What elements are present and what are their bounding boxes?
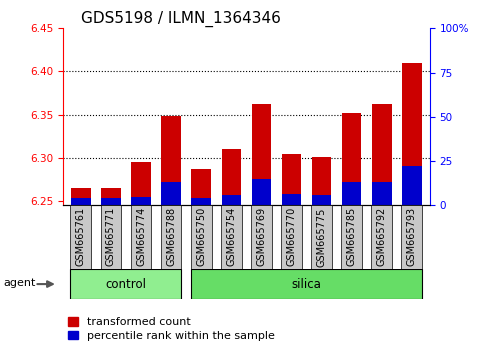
Bar xyxy=(341,205,362,269)
Bar xyxy=(100,205,121,269)
Bar xyxy=(282,194,301,205)
Bar xyxy=(312,157,331,205)
Text: silica: silica xyxy=(292,278,322,291)
Text: GSM665785: GSM665785 xyxy=(347,207,356,267)
Bar xyxy=(71,198,91,205)
Bar xyxy=(191,198,211,205)
Text: GSM665769: GSM665769 xyxy=(256,207,266,266)
Bar xyxy=(222,149,241,205)
Text: GSM665750: GSM665750 xyxy=(196,207,206,267)
Text: control: control xyxy=(105,278,146,291)
Bar xyxy=(372,104,392,205)
Text: GSM665793: GSM665793 xyxy=(407,207,417,266)
Bar xyxy=(161,116,181,205)
Bar xyxy=(71,269,182,299)
Bar xyxy=(282,154,301,205)
Bar xyxy=(402,166,422,205)
Text: agent: agent xyxy=(3,278,36,287)
Bar xyxy=(131,197,151,205)
Bar xyxy=(312,195,331,205)
Bar xyxy=(130,205,151,269)
Bar xyxy=(402,63,422,205)
Text: GSM665761: GSM665761 xyxy=(76,207,86,266)
Text: GSM665775: GSM665775 xyxy=(316,207,327,267)
Text: GSM665792: GSM665792 xyxy=(377,207,387,267)
Bar xyxy=(101,198,121,205)
Bar xyxy=(251,205,272,269)
Text: GSM665771: GSM665771 xyxy=(106,207,116,267)
Bar xyxy=(71,205,91,269)
Bar xyxy=(311,205,332,269)
Text: GDS5198 / ILMN_1364346: GDS5198 / ILMN_1364346 xyxy=(81,11,281,27)
Text: GSM665774: GSM665774 xyxy=(136,207,146,267)
Bar xyxy=(221,205,242,269)
Bar xyxy=(401,205,422,269)
Bar xyxy=(131,162,151,205)
Bar xyxy=(191,269,422,299)
Bar xyxy=(252,104,271,205)
Bar xyxy=(252,179,271,205)
Legend: transformed count, percentile rank within the sample: transformed count, percentile rank withi… xyxy=(69,317,275,341)
Bar xyxy=(342,113,361,205)
Bar xyxy=(222,195,241,205)
Bar xyxy=(372,182,392,205)
Text: GSM665770: GSM665770 xyxy=(286,207,297,267)
Bar xyxy=(71,188,91,205)
Bar xyxy=(161,205,182,269)
Text: GSM665754: GSM665754 xyxy=(227,207,236,267)
Bar xyxy=(191,169,211,205)
Bar xyxy=(101,188,121,205)
Bar xyxy=(191,205,212,269)
Bar xyxy=(281,205,302,269)
Bar xyxy=(342,182,361,205)
Bar xyxy=(371,205,392,269)
Text: GSM665788: GSM665788 xyxy=(166,207,176,266)
Bar xyxy=(161,182,181,205)
